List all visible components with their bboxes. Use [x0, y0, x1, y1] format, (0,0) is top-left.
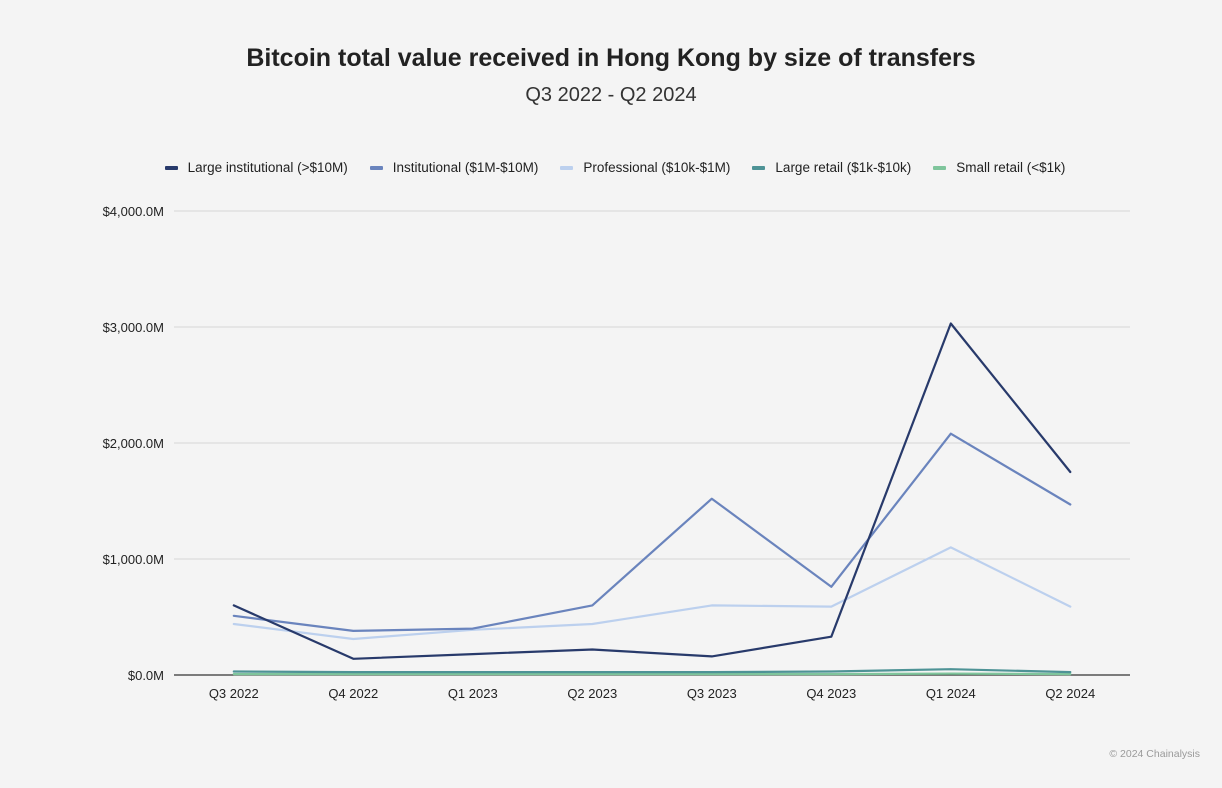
legend-swatch — [933, 165, 947, 170]
data-point — [1069, 671, 1072, 673]
data-point — [591, 671, 594, 673]
x-tick-label: Q2 2023 — [567, 686, 617, 701]
series-lines — [232, 322, 1072, 676]
data-point — [710, 497, 713, 500]
legend-item: Professional ($10k-$1M) — [560, 160, 730, 175]
data-point — [949, 432, 952, 435]
legend-swatch — [164, 165, 178, 170]
chart-legend: Large institutional (>$10M) Institutional… — [0, 160, 1222, 175]
data-point — [352, 671, 355, 673]
data-point — [471, 627, 474, 630]
data-point — [352, 657, 355, 660]
data-point — [949, 668, 952, 670]
data-point — [232, 673, 235, 675]
data-point — [232, 623, 235, 625]
legend-swatch — [752, 165, 766, 170]
legend-item: Institutional ($1M-$10M) — [369, 160, 539, 175]
legend-label: Large retail ($1k-$10k) — [775, 160, 912, 175]
legend-swatch — [369, 165, 383, 170]
legend-label: Small retail (<$1k) — [956, 160, 1066, 175]
x-tick-label: Q4 2022 — [328, 686, 378, 701]
data-point — [232, 604, 235, 607]
axes: $0.0M $1,000.0M $2,000.0M $3,000.0M $4,000.0… — [103, 204, 1130, 701]
legend-item: Large retail ($1k-$10k) — [752, 160, 911, 175]
x-tick-label: Q1 2024 — [926, 686, 976, 701]
y-tick-label: $3,000.0M — [103, 320, 164, 335]
data-point — [1069, 503, 1072, 506]
data-point — [591, 648, 594, 651]
data-point — [710, 673, 713, 675]
series-line — [232, 668, 1072, 674]
y-tick-label: $1,000.0M — [103, 552, 164, 567]
series-line — [232, 432, 1072, 633]
data-point — [352, 630, 355, 632]
series-line — [232, 546, 1072, 641]
legend-label: Institutional ($1M-$10M) — [392, 160, 539, 175]
data-point — [1069, 673, 1072, 675]
series-line — [232, 672, 1072, 676]
data-point — [471, 671, 474, 673]
data-point — [352, 673, 355, 675]
legend-item: Large institutional (>$10M) — [164, 160, 348, 175]
data-point — [232, 670, 235, 673]
data-point — [591, 623, 594, 625]
legend-label: Professional ($10k-$1M) — [583, 160, 731, 175]
x-tick-label: Q2 2024 — [1045, 686, 1095, 701]
series-line — [232, 322, 1072, 660]
x-tick-label: Q1 2023 — [448, 686, 498, 701]
chart-title: Bitcoin total value received in Hong Kon… — [246, 44, 976, 72]
data-point — [591, 604, 594, 607]
gridlines — [174, 210, 1130, 560]
data-point — [830, 605, 833, 608]
credit-text: © 2024 Chainalysis — [1109, 748, 1200, 760]
data-point — [830, 586, 833, 588]
x-tick-label: Q4 2023 — [806, 686, 856, 701]
legend-label: Large institutional (>$10M) — [187, 160, 348, 175]
data-point — [1069, 471, 1072, 473]
data-point — [949, 546, 952, 549]
legend-swatch — [560, 165, 574, 170]
y-tick-label: $0.0M — [128, 668, 164, 683]
legend-item: Small retail (<$1k) — [933, 160, 1065, 175]
chart-subtitle: Q3 2022 - Q2 2024 — [525, 84, 697, 106]
data-point — [232, 615, 235, 617]
y-tick-label: $2,000.0M — [103, 436, 164, 451]
data-point — [710, 671, 713, 673]
data-point — [710, 655, 713, 658]
data-point — [710, 604, 713, 607]
y-tick-label: $4,000.0M — [103, 204, 164, 219]
data-point — [830, 673, 833, 675]
data-point — [471, 673, 474, 675]
data-point — [471, 653, 474, 655]
data-point — [591, 673, 594, 675]
data-point — [830, 670, 833, 673]
data-point — [1069, 605, 1072, 608]
data-point — [830, 635, 833, 638]
x-tick-label: Q3 2022 — [209, 686, 259, 701]
data-point — [949, 672, 952, 675]
x-tick-label: Q3 2023 — [687, 686, 737, 701]
data-point — [949, 322, 952, 325]
data-point — [352, 638, 355, 640]
